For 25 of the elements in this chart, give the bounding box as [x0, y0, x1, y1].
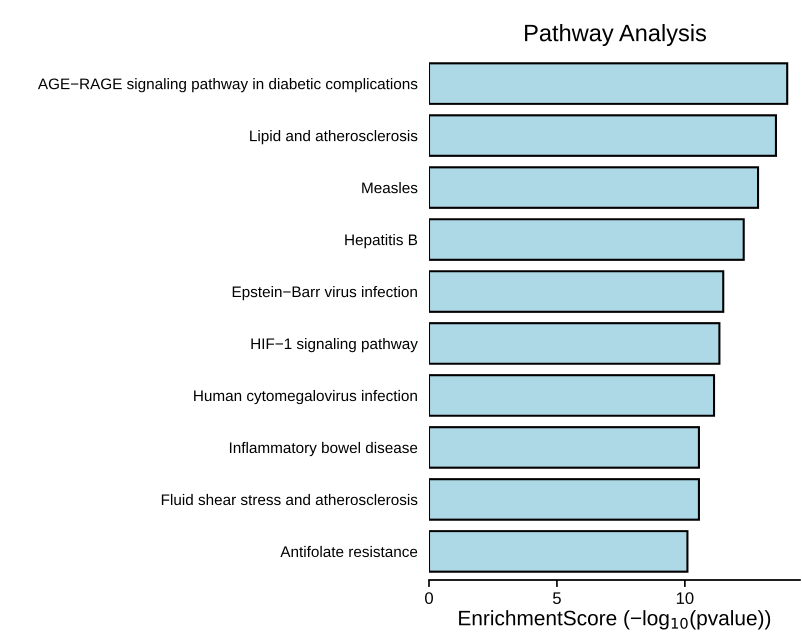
bar [429, 322, 720, 365]
y-tick-label: AGE−RAGE signaling pathway in diabetic complications [38, 78, 418, 92]
bar [429, 530, 688, 573]
x-tick-label: 0 [425, 592, 433, 604]
bar [429, 478, 700, 521]
x-axis-title: EnrichmentScore (−log$_{10}$(pvalue)) [459, 610, 770, 630]
y-tick-label: Hepatitis B [345, 234, 418, 248]
bar [429, 218, 745, 261]
y-tick-label: Fluid shear stress and atherosclerosis [162, 494, 418, 506]
chart-title: Pathway Analysis [525, 24, 706, 46]
bar [429, 270, 724, 313]
y-tick-label: Antifolate resistance [280, 546, 418, 558]
bar [429, 374, 716, 417]
y-tick-label: Epstein−Barr virus infection [232, 286, 417, 300]
bar [429, 166, 760, 209]
y-tick-label: Measles [362, 182, 418, 194]
bar [429, 62, 788, 105]
x-tick-label: 10 [676, 592, 694, 604]
x-tick-label: 5 [552, 592, 561, 604]
y-tick-label: Human cytomegalovirus infection [194, 390, 417, 404]
y-tick-label: Lipid and atherosclerosis [250, 130, 418, 144]
bar [429, 114, 777, 157]
y-tick-label: HIF−1 signaling pathway [251, 338, 418, 352]
y-tick-label: Inflammatory bowel disease [230, 442, 418, 456]
bar [429, 426, 700, 469]
